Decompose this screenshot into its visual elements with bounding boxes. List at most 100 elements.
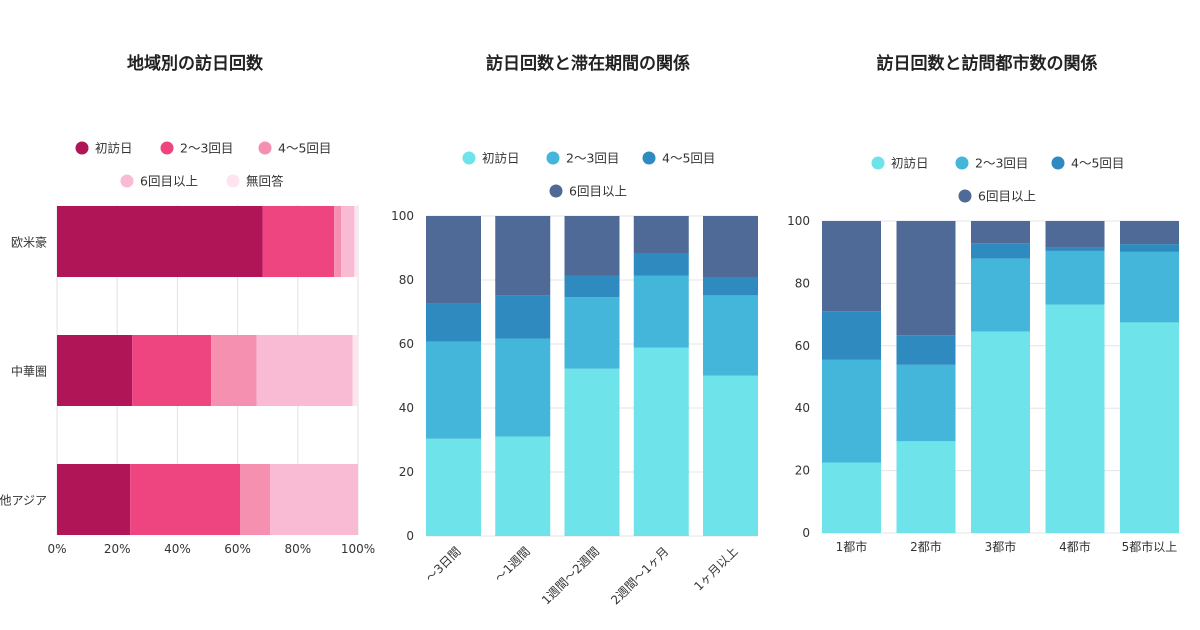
legend-label: 無回答: [246, 174, 284, 189]
bar-segment: [495, 216, 551, 296]
bar-segment: [211, 335, 257, 406]
legend-item: 2〜3回目: [160, 141, 233, 156]
y-tick-label: 80: [399, 273, 414, 287]
category-label: 5都市以上: [1122, 539, 1178, 554]
category-label: 4都市: [1059, 539, 1091, 554]
legend-marker: [871, 156, 885, 170]
bar-segment: [896, 221, 956, 336]
legend: 初訪日 2〜3回目 4〜5回目 6回目以上: [871, 156, 1124, 204]
bar-segment: [130, 464, 241, 535]
x-tick-label: 40%: [164, 542, 191, 556]
legend-marker: [958, 189, 972, 203]
legend-marker: [955, 156, 969, 170]
y-tick-label: 100: [391, 209, 414, 223]
bar-segment: [495, 436, 551, 536]
legend-label: 6回目以上: [569, 184, 627, 199]
y-tick-label: 0: [802, 526, 810, 540]
bar-segment: [57, 206, 263, 277]
y-tick-label: 0: [406, 529, 414, 543]
legend-item: 6回目以上: [549, 184, 627, 199]
legend-item: 初訪日: [462, 151, 520, 166]
legend: 初訪日 2〜3回目 4〜5回目 6回目以上 無回答: [75, 141, 331, 189]
legend-label: 4〜5回目: [1071, 156, 1124, 171]
legend-item: 4〜5回目: [1051, 156, 1124, 171]
bar-segment: [426, 216, 481, 304]
bar-segment: [495, 295, 551, 339]
bar-segment: [426, 303, 481, 342]
legend-label: 4〜5回目: [662, 151, 715, 166]
legend-marker: [546, 151, 560, 165]
category-label: 1都市: [836, 539, 868, 554]
legend: 初訪日 2〜3回目 4〜5回目 6回目以上: [462, 151, 715, 199]
legend-marker: [226, 174, 240, 188]
category-label: 欧米豪: [11, 235, 47, 250]
bar-segment: [564, 368, 620, 536]
legend-item: 6回目以上: [120, 174, 198, 189]
legend-label: 6回目以上: [140, 174, 198, 189]
legend-marker: [75, 141, 89, 155]
bar-segment: [1045, 250, 1105, 305]
bar-segment: [971, 258, 1030, 332]
bar-segment: [1045, 304, 1105, 533]
bar-segment: [270, 464, 358, 535]
bar-segment: [1120, 221, 1179, 245]
bar-segment: [262, 206, 335, 277]
bar-segment: [633, 216, 689, 254]
legend-item: 6回目以上: [958, 189, 1036, 204]
y-tick-label: 40: [399, 401, 414, 415]
bar-segment: [896, 441, 956, 533]
bar-segment: [703, 216, 758, 278]
bar-segment: [564, 216, 620, 276]
bar-segment: [633, 347, 689, 536]
bar-segment: [703, 277, 758, 296]
legend-item: 初訪日: [75, 141, 133, 156]
legend-label: 2〜3回目: [975, 156, 1028, 171]
x-tick-label: 100%: [341, 542, 375, 556]
bar-segment: [256, 335, 353, 406]
y-tick-label: 60: [795, 339, 810, 353]
bar-segment: [822, 359, 881, 463]
x-tick-label: 60%: [224, 542, 251, 556]
chart-title: 訪日回数と訪問都市数の関係: [877, 53, 1098, 74]
category-label: 〜3日間: [423, 544, 464, 585]
legend-item: 4〜5回目: [258, 141, 331, 156]
bar-segment: [971, 221, 1030, 244]
legend-label: 2〜3回目: [180, 141, 233, 156]
bar-segment: [495, 338, 551, 437]
category-label: 1週間〜2週間: [539, 544, 602, 607]
legend-label: 初訪日: [482, 151, 520, 166]
bar-segment: [354, 206, 358, 277]
category-label: 中華圏: [11, 364, 47, 379]
legend-item: 2〜3回目: [955, 156, 1028, 171]
bar-segment: [1120, 251, 1179, 323]
y-tick-label: 60: [399, 337, 414, 351]
bar-segment: [564, 275, 620, 298]
x-tick-label: 0%: [47, 542, 66, 556]
legend-item: 4〜5回目: [642, 151, 715, 166]
category-label: 2週間〜1ヶ月: [608, 544, 671, 607]
legend-label: 4〜5回目: [278, 141, 331, 156]
bar-segment: [57, 464, 131, 535]
bar-segment: [334, 206, 342, 277]
category-label: 〜1週間: [492, 544, 533, 585]
bar-segment: [822, 221, 881, 312]
bar-segment: [1120, 244, 1179, 252]
legend-marker: [120, 174, 134, 188]
legend-label: 6回目以上: [978, 189, 1036, 204]
bar-segment: [426, 341, 481, 439]
category-label: その他アジア: [0, 494, 47, 508]
bar-segment: [703, 375, 758, 536]
y-tick-label: 20: [795, 464, 810, 478]
legend-label: 初訪日: [891, 156, 929, 171]
legend-marker: [642, 151, 656, 165]
legend-marker: [258, 141, 272, 155]
bar-segment: [896, 364, 956, 442]
bar-segment: [703, 295, 758, 376]
bar-segment: [426, 438, 481, 536]
category-label: 2都市: [910, 539, 942, 554]
bar-segment: [57, 335, 133, 406]
legend-marker: [1051, 156, 1065, 170]
